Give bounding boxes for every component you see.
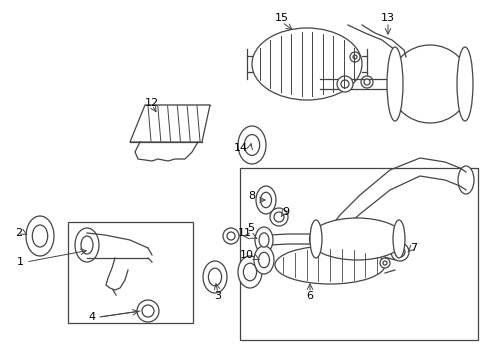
Ellipse shape <box>389 45 469 123</box>
Ellipse shape <box>254 227 272 253</box>
Circle shape <box>363 79 369 85</box>
Ellipse shape <box>259 233 268 247</box>
Ellipse shape <box>81 236 93 254</box>
Text: 13: 13 <box>380 13 394 23</box>
Circle shape <box>340 80 348 88</box>
Text: 12: 12 <box>144 98 159 108</box>
Text: 2: 2 <box>15 228 22 238</box>
Circle shape <box>394 247 404 257</box>
Ellipse shape <box>32 225 48 247</box>
Text: 10: 10 <box>240 250 253 260</box>
Ellipse shape <box>386 47 402 121</box>
Polygon shape <box>130 105 209 142</box>
Text: 3: 3 <box>214 291 221 301</box>
Circle shape <box>352 55 356 59</box>
Bar <box>68 222 193 323</box>
Text: 7: 7 <box>409 243 416 253</box>
Ellipse shape <box>258 252 269 268</box>
Text: 14: 14 <box>233 143 247 153</box>
Ellipse shape <box>309 218 404 260</box>
Bar <box>240 168 477 340</box>
Ellipse shape <box>238 126 265 164</box>
Circle shape <box>379 258 389 268</box>
Ellipse shape <box>208 268 221 286</box>
Text: 15: 15 <box>274 13 288 23</box>
Ellipse shape <box>457 166 473 194</box>
Text: 9: 9 <box>282 207 288 217</box>
Ellipse shape <box>253 246 273 274</box>
Circle shape <box>336 76 352 92</box>
Ellipse shape <box>26 216 54 256</box>
Circle shape <box>273 212 284 222</box>
Circle shape <box>226 232 235 240</box>
Ellipse shape <box>456 47 472 121</box>
Text: 1: 1 <box>17 257 24 267</box>
Circle shape <box>223 228 239 244</box>
Text: 5: 5 <box>246 223 253 233</box>
Ellipse shape <box>238 256 262 288</box>
Ellipse shape <box>244 135 259 156</box>
Ellipse shape <box>274 246 384 284</box>
Circle shape <box>382 261 386 265</box>
Circle shape <box>349 52 359 62</box>
Ellipse shape <box>309 220 321 258</box>
Ellipse shape <box>243 263 256 281</box>
Text: 6: 6 <box>306 291 313 301</box>
Ellipse shape <box>75 228 99 262</box>
Text: 11: 11 <box>238 228 251 238</box>
Ellipse shape <box>392 220 404 258</box>
Ellipse shape <box>251 28 361 100</box>
Ellipse shape <box>260 192 271 208</box>
Circle shape <box>269 208 287 226</box>
Circle shape <box>142 305 154 317</box>
Ellipse shape <box>203 261 226 293</box>
Circle shape <box>390 243 408 261</box>
Text: 4: 4 <box>89 312 96 322</box>
Ellipse shape <box>256 186 275 214</box>
Text: 8: 8 <box>247 191 254 201</box>
Circle shape <box>360 76 372 88</box>
Circle shape <box>137 300 159 322</box>
